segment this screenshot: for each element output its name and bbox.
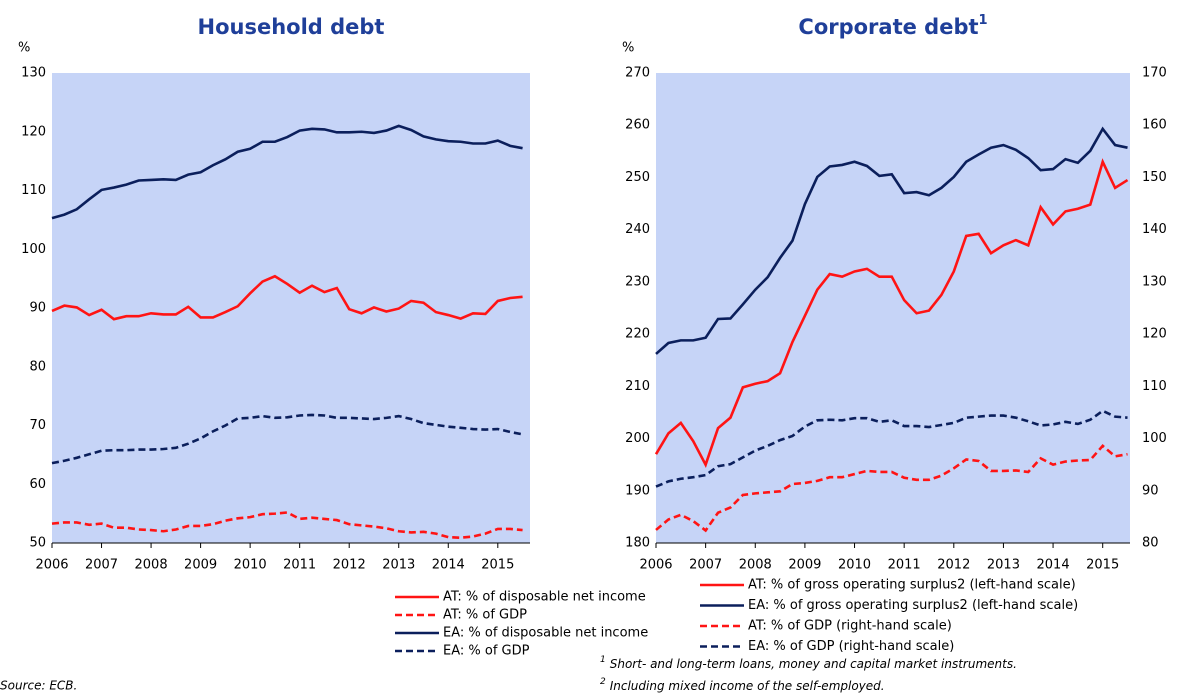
y-tick-label: 250	[625, 170, 650, 185]
y2-tick-label: 130	[1142, 274, 1167, 289]
x-tick-label: 2009	[788, 558, 821, 573]
y-axis-label: %	[18, 41, 30, 56]
legend-label: AT: % of GDP	[443, 608, 527, 623]
y-tick-label: 210	[625, 379, 650, 394]
chart-title-text: Corporate debt	[798, 15, 978, 39]
series-line	[655, 126, 1128, 355]
x-tick-label: 2012	[333, 558, 366, 573]
source: Source: ECB.	[0, 679, 77, 693]
x-tick-label: 2010	[838, 558, 871, 573]
series-line	[51, 124, 523, 220]
x-tick-label: 2011	[283, 558, 316, 573]
y-tick-label: 90	[29, 301, 46, 316]
chart-title: Corporate debt1	[798, 13, 987, 40]
footnote-marker: 1	[600, 655, 606, 665]
x-tick-label: 2015	[1086, 558, 1119, 573]
x-tick-label: 2006	[35, 558, 68, 573]
x-tick-label: 2015	[481, 558, 514, 573]
y2-tick-label: 150	[1142, 170, 1167, 185]
y-tick-label: 180	[625, 536, 650, 551]
y-tick-label: 260	[625, 118, 650, 133]
y-tick-label: 240	[625, 222, 650, 237]
y-tick-label: 60	[29, 477, 46, 492]
series-line	[51, 274, 523, 321]
y-tick-label: 80	[29, 359, 46, 374]
legend-label: AT: % of GDP (right-hand scale)	[748, 619, 952, 634]
x-tick-label: 2007	[689, 558, 722, 573]
x-tick-label: 2008	[135, 558, 168, 573]
y2-tick-label: 80	[1142, 536, 1159, 551]
x-tick-label: 2014	[432, 558, 465, 573]
y-tick-label: 110	[21, 183, 46, 198]
footnote-text: Short- and long-term loans, money and ca…	[610, 657, 1017, 671]
series-line	[655, 444, 1128, 533]
y-tick-label: 190	[625, 483, 650, 498]
footnote: 2 Including mixed income of the self-empl…	[600, 677, 885, 693]
y-tick-label: 270	[625, 66, 650, 81]
y-tick-label: 200	[625, 431, 650, 446]
series-line	[654, 158, 1129, 468]
x-tick-label: 2012	[937, 558, 970, 573]
y2-tick-label: 110	[1142, 379, 1167, 394]
y-tick-label: 120	[21, 124, 46, 139]
x-tick-label: 2014	[1037, 558, 1070, 573]
x-tick-label: 2011	[888, 558, 921, 573]
series-line	[51, 413, 523, 465]
x-tick-label: 2013	[987, 558, 1020, 573]
series-line	[51, 511, 523, 540]
y-tick-label: 220	[625, 327, 650, 342]
footnote-text: Including mixed income of the self-emplo…	[610, 679, 885, 693]
y2-tick-label: 170	[1142, 66, 1167, 81]
x-tick-label: 2008	[739, 558, 772, 573]
y-tick-label: 130	[21, 66, 46, 81]
chart-title-text: Household debt	[198, 15, 385, 39]
x-tick-label: 2006	[639, 558, 672, 573]
series-line	[655, 409, 1128, 488]
legend-label: AT: % of gross operating surplus2 (left-…	[748, 578, 1076, 593]
footnote: 1 Short- and long-term loans, money and c…	[600, 655, 1017, 671]
title-note-marker: 1	[979, 13, 988, 28]
y-tick-label: 50	[29, 536, 46, 551]
legend-label: EA: % of gross operating surplus2 (left-…	[748, 598, 1078, 613]
x-tick-label: 2009	[184, 558, 217, 573]
legend-label: EA: % of GDP (right-hand scale)	[748, 639, 954, 654]
x-tick-label: 2007	[85, 558, 118, 573]
y-tick-label: 100	[21, 242, 46, 257]
legend-label: AT: % of disposable net income	[443, 590, 646, 605]
chart-title: Household debt	[198, 15, 385, 39]
y2-tick-label: 140	[1142, 222, 1167, 237]
plot-area	[52, 73, 530, 543]
x-tick-label: 2013	[382, 558, 415, 573]
y-tick-label: 230	[625, 274, 650, 289]
legend-label: EA: % of GDP	[443, 644, 530, 659]
y2-tick-label: 120	[1142, 327, 1167, 342]
footnote-marker: 2	[600, 677, 606, 687]
y2-tick-label: 100	[1142, 431, 1167, 446]
legend-label: EA: % of disposable net income	[443, 626, 648, 641]
y-tick-label: 70	[29, 418, 46, 433]
x-tick-label: 2010	[234, 558, 267, 573]
y-axis-label: %	[622, 41, 634, 56]
y2-tick-label: 160	[1142, 118, 1167, 133]
y2-tick-label: 90	[1142, 483, 1159, 498]
